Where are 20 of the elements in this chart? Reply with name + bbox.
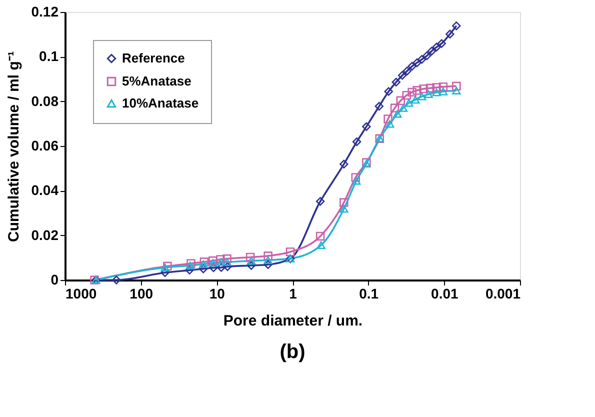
x-axis-title: Pore diameter / um. xyxy=(223,312,363,330)
x-tick-label: 1000 xyxy=(66,286,97,302)
legend-label: 10%Anatase xyxy=(122,96,199,110)
x-tick-label: 0.001 xyxy=(485,286,521,302)
y-tick-label: 0.08 xyxy=(31,92,59,109)
x-tick-label: 10 xyxy=(209,286,226,302)
y-tick-label: 0 xyxy=(50,272,59,288)
x-tick-label: 1 xyxy=(289,286,298,302)
x-tick-label: 100 xyxy=(130,286,154,302)
text: (b) xyxy=(280,341,306,363)
y-axis-title: Cumulative volume / ml g⁻¹ xyxy=(5,51,22,242)
y-tick-label: 0.1 xyxy=(39,48,59,64)
legend-label: 5%Anatase xyxy=(122,74,192,88)
legend-label: Reference xyxy=(122,50,185,66)
y-tick-label: 0.06 xyxy=(31,138,59,154)
y-tick-label: 0.02 xyxy=(31,226,59,243)
y-tick-label: 0.04 xyxy=(31,182,59,198)
x-tick-label: 0.1 xyxy=(359,286,379,302)
x-tick-label: 0.01 xyxy=(431,286,459,302)
y-tick-label: 0.12 xyxy=(31,4,59,20)
